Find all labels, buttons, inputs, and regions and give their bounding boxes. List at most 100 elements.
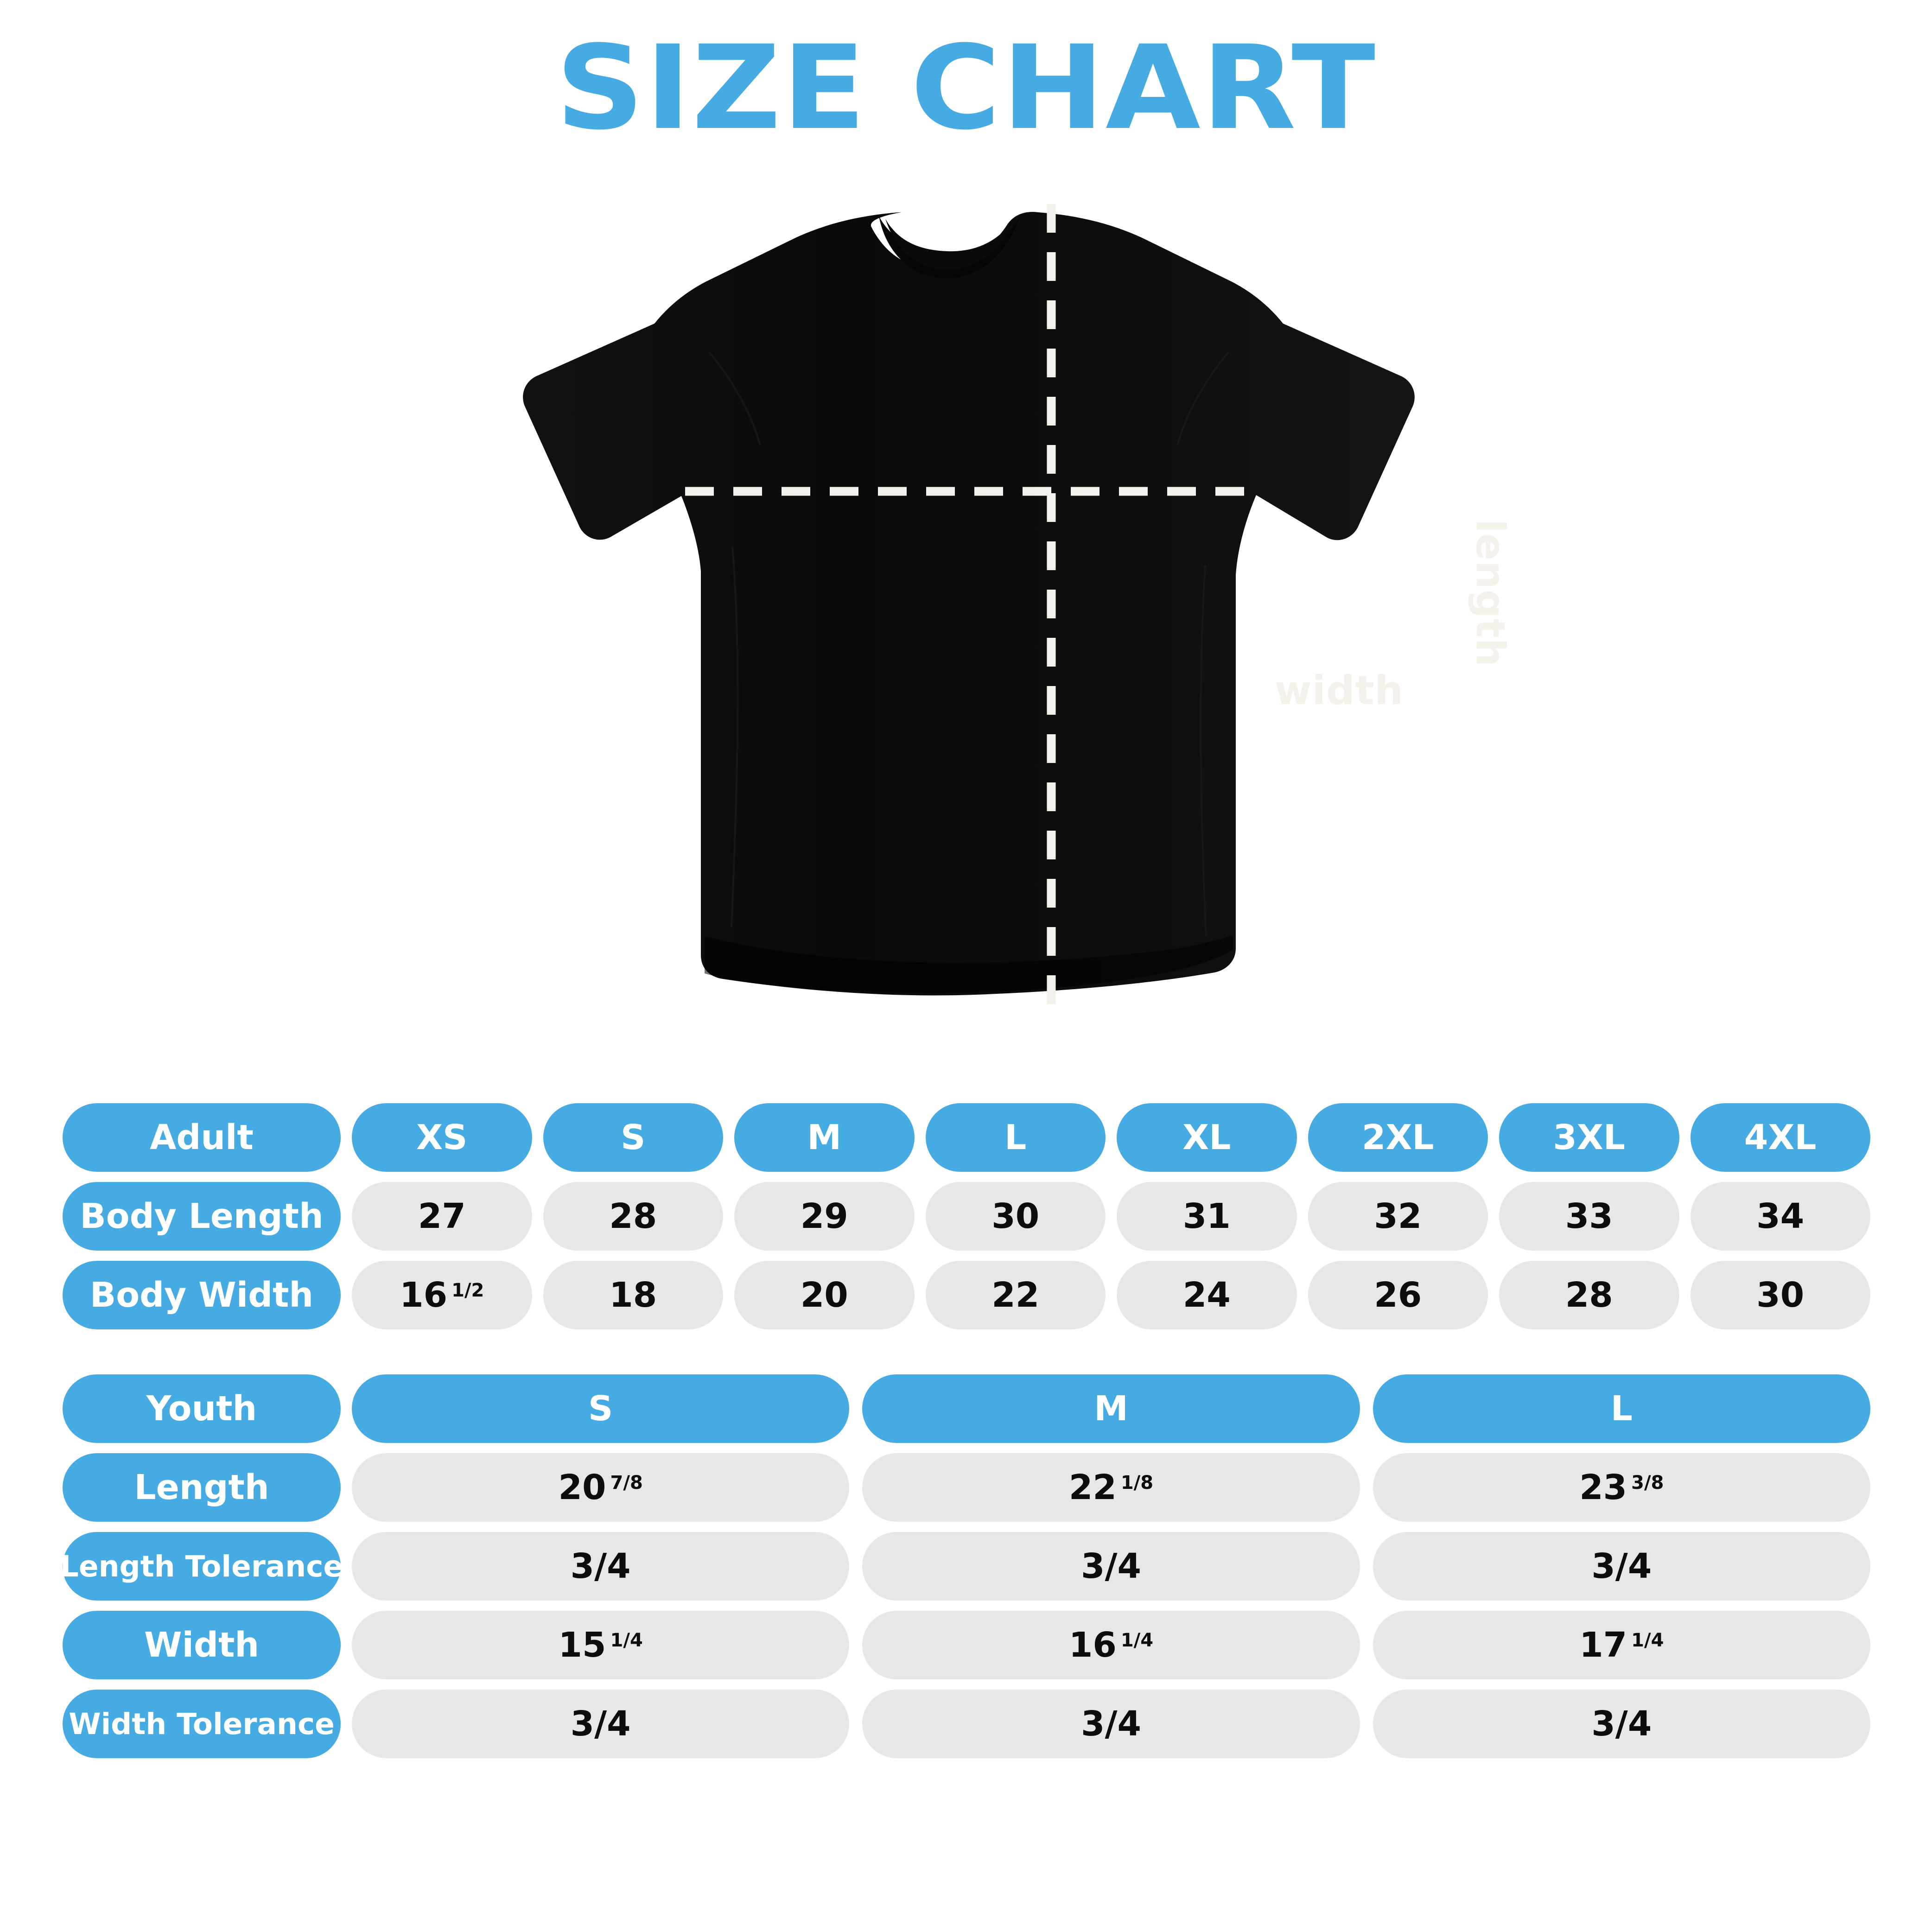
adult-body-length-row: Body Length 27 28 29 30 31 32 33 34 [63, 1182, 1870, 1251]
table-cell: 17 1/4 [1373, 1611, 1870, 1679]
tshirt-illustration: width length [491, 195, 1513, 1057]
cell-value: 3/4 [570, 1704, 631, 1744]
cell-fraction: 1/4 [610, 1630, 643, 1651]
table-cell: 32 [1308, 1182, 1488, 1251]
adult-size-2xl: 2XL [1308, 1103, 1488, 1172]
cell-whole: 20 [800, 1275, 848, 1315]
cell-whole: 29 [800, 1196, 848, 1236]
table-cell: 29 [734, 1182, 915, 1251]
adult-header-row: Adult XS S M L XL 2XL 3XL 4XL [63, 1103, 1870, 1172]
cell-value: 3/4 [570, 1546, 631, 1586]
row-label-width: Width [63, 1611, 341, 1679]
cell-whole: 32 [1374, 1196, 1422, 1236]
adult-size-xl: XL [1117, 1103, 1297, 1172]
cell-whole: 30 [1756, 1275, 1805, 1315]
table-cell: 3/4 [862, 1690, 1360, 1758]
youth-header-row: Youth S M L [63, 1374, 1870, 1443]
youth-size-m: M [862, 1374, 1360, 1443]
length-label: length [1467, 519, 1513, 667]
collar-shape [879, 216, 1020, 279]
fabric-folds [708, 351, 1229, 937]
table-cell: 28 [543, 1182, 723, 1251]
adult-size-table: Adult XS S M L XL 2XL 3XL 4XL Body Lengt… [63, 1103, 1870, 1340]
row-label-length: Length [63, 1453, 341, 1522]
cell-whole: 24 [1182, 1275, 1231, 1315]
hem-shadow [705, 935, 1233, 993]
table-cell: 20 [734, 1261, 915, 1329]
cell-whole: 28 [609, 1196, 657, 1236]
cell-whole: 34 [1756, 1196, 1805, 1236]
youth-width-tolerance-row: Width Tolerance 3/4 3/4 3/4 [63, 1690, 1870, 1758]
adult-size-4xl: 4XL [1690, 1103, 1870, 1172]
adult-size-l: L [925, 1103, 1106, 1172]
youth-width-row: Width 15 1/4 16 1/4 17 1/4 [63, 1611, 1870, 1679]
youth-size-table: Youth S M L Length 20 7/8 22 1/8 23 3/8 Len… [60, 1374, 1870, 1768]
cell-whole: 22 [1068, 1468, 1117, 1507]
adult-body-width-row: Body Width 16 1/2 18 20 22 24 26 28 30 [63, 1261, 1870, 1329]
cell-whole: 16 [1068, 1625, 1117, 1665]
table-cell: 15 1/4 [352, 1611, 850, 1679]
table-cell: 16 1/4 [862, 1611, 1360, 1679]
cell-whole: 27 [418, 1196, 466, 1236]
cell-value: 3/4 [1591, 1546, 1652, 1586]
row-label-body-width: Body Width [63, 1261, 341, 1329]
cell-whole: 33 [1565, 1196, 1613, 1236]
tshirt-svg [523, 204, 1415, 1023]
row-label-width-tolerance: Width Tolerance [63, 1690, 341, 1758]
cell-whole: 31 [1182, 1196, 1231, 1236]
row-label-length-tolerance: Length Tolerance [60, 1532, 343, 1601]
tshirt-body-shape [523, 212, 1415, 996]
cell-whole: 30 [991, 1196, 1040, 1236]
cell-whole: 18 [609, 1275, 657, 1315]
cell-value: 3/4 [1591, 1704, 1652, 1744]
table-cell: 30 [925, 1182, 1106, 1251]
youth-size-s: S [352, 1374, 850, 1443]
table-cell: 30 [1690, 1261, 1870, 1329]
adult-row-label-header: Adult [63, 1103, 341, 1172]
width-label: width [1275, 667, 1404, 714]
cell-fraction: 1/4 [1120, 1630, 1154, 1651]
table-cell: 31 [1117, 1182, 1297, 1251]
table-cell: 3/4 [862, 1532, 1360, 1601]
cell-fraction: 3/8 [1631, 1472, 1664, 1493]
cell-fraction: 1/2 [451, 1280, 484, 1301]
neck-opening [885, 219, 1013, 270]
cell-fraction: 7/8 [610, 1472, 643, 1493]
table-cell: 22 [925, 1261, 1106, 1329]
table-cell: 26 [1308, 1261, 1488, 1329]
table-cell: 22 1/8 [862, 1453, 1360, 1522]
table-cell: 16 1/2 [352, 1261, 532, 1329]
cell-value: 3/4 [1080, 1546, 1141, 1586]
table-cell: 24 [1117, 1261, 1297, 1329]
cell-fraction: 1/8 [1120, 1472, 1154, 1493]
cell-whole: 26 [1374, 1275, 1422, 1315]
table-cell: 27 [352, 1182, 532, 1251]
adult-size-3xl: 3XL [1499, 1103, 1679, 1172]
table-cell: 3/4 [1373, 1532, 1870, 1601]
table-cell: 3/4 [352, 1690, 850, 1758]
cell-whole: 15 [558, 1625, 606, 1665]
table-cell: 34 [1690, 1182, 1870, 1251]
cell-whole: 20 [558, 1468, 606, 1507]
cell-value: 3/4 [1080, 1704, 1141, 1744]
youth-row-label-header: Youth [63, 1374, 341, 1443]
cell-whole: 16 [400, 1275, 448, 1315]
table-cell: 20 7/8 [352, 1453, 850, 1522]
table-cell: 3/4 [1373, 1690, 1870, 1758]
adult-size-m: M [734, 1103, 915, 1172]
table-cell: 33 [1499, 1182, 1679, 1251]
adult-size-s: S [543, 1103, 723, 1172]
table-cell: 3/4 [352, 1532, 850, 1601]
youth-length-tolerance-row: Length Tolerance 3/4 3/4 3/4 [60, 1532, 1870, 1601]
page-title: SIZE CHART [555, 20, 1377, 155]
adult-size-xs: XS [352, 1103, 532, 1172]
cell-whole: 28 [1565, 1275, 1613, 1315]
cell-whole: 23 [1579, 1468, 1627, 1507]
table-cell: 23 3/8 [1373, 1453, 1870, 1522]
cell-whole: 22 [991, 1275, 1040, 1315]
youth-length-row: Length 20 7/8 22 1/8 23 3/8 [63, 1453, 1870, 1522]
cell-fraction: 1/4 [1631, 1630, 1664, 1651]
table-cell: 18 [543, 1261, 723, 1329]
table-cell: 28 [1499, 1261, 1679, 1329]
